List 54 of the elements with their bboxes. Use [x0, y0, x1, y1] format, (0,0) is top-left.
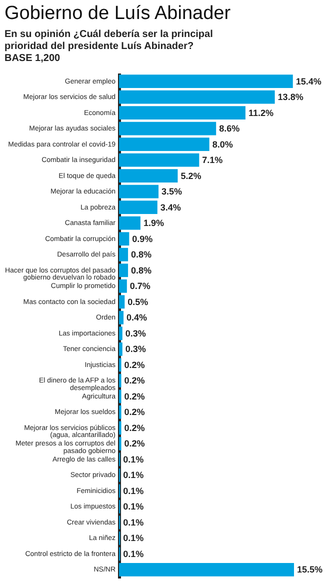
text: BASE 1,200 [4, 53, 61, 64]
bar [119, 310, 124, 324]
bar [119, 279, 127, 293]
data-label: 0.2% [124, 391, 145, 402]
data-label: 0.8% [131, 265, 152, 276]
data-label: 0.2% [124, 376, 145, 386]
data-label: 0.8% [131, 250, 152, 260]
bar [119, 122, 216, 136]
bar [119, 90, 275, 104]
bar [119, 232, 130, 246]
bar [119, 74, 293, 88]
data-label: 5.2% [180, 170, 202, 181]
bar [119, 563, 294, 576]
data-label: 3.4% [160, 202, 181, 212]
data-label: 0.2% [124, 407, 145, 418]
data-label: 0.1% [123, 454, 144, 464]
bar [119, 169, 178, 183]
data-label: 0.2% [124, 360, 145, 370]
data-label: 11.2% [248, 108, 274, 118]
data-label: 13.8% [278, 92, 304, 102]
data-label: 8.0% [212, 139, 233, 150]
data-label: 15.5% [297, 564, 323, 575]
bar [119, 200, 158, 214]
data-label: 3.5% [162, 186, 182, 197]
data-label: 0.3% [125, 328, 146, 338]
data-label: 0.7% [130, 281, 150, 292]
data-label: 0.3% [125, 344, 146, 354]
data-label: 0.5% [128, 296, 148, 307]
bar [119, 342, 122, 356]
chart-title: Gobierno de Luís Abinader [4, 3, 232, 24]
data-label: 0.1% [123, 517, 144, 528]
bar [119, 295, 125, 309]
data-label: 0.4% [126, 312, 148, 323]
data-label: 0.1% [123, 486, 144, 496]
bar [119, 106, 246, 120]
data-label: 0.1% [123, 533, 144, 544]
data-label: 15.4% [296, 76, 322, 86]
bar [119, 326, 122, 340]
data-label: 8.6% [219, 124, 240, 134]
data-label: 0.1% [123, 470, 144, 480]
data-label: 0.1% [123, 548, 144, 559]
bar [119, 216, 140, 230]
data-label: 7.1% [202, 155, 223, 166]
data-label: 0.1% [123, 502, 144, 512]
data-label: 0.2% [124, 438, 145, 449]
bar [119, 184, 159, 198]
bar [119, 264, 128, 278]
bar [119, 153, 200, 167]
data-label: 0.9% [132, 234, 153, 244]
data-label: 0.2% [124, 422, 145, 433]
data-label: 1.9% [143, 218, 164, 228]
bar [119, 248, 128, 262]
bar [119, 138, 210, 151]
chart-subtitle: En su opinión ¿Cuál debería ser la principal prioridad del presidente Luís Abinader? [4, 29, 214, 52]
